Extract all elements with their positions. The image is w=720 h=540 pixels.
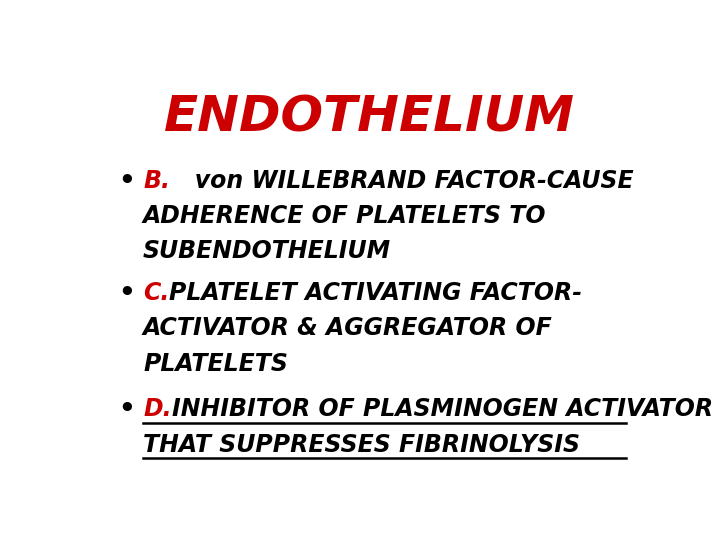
Text: PLATELET ACTIVATING FACTOR-: PLATELET ACTIVATING FACTOR- <box>169 281 582 305</box>
Text: INHIBITOR OF PLASMINOGEN ACTIVATOR: INHIBITOR OF PLASMINOGEN ACTIVATOR <box>171 397 713 421</box>
Text: SUBENDOTHELIUM: SUBENDOTHELIUM <box>143 239 391 264</box>
Text: •: • <box>118 281 135 307</box>
Text: THAT SUPPRESSES FIBRINOLYSIS: THAT SUPPRESSES FIBRINOLYSIS <box>143 433 580 457</box>
Text: C.: C. <box>143 281 169 305</box>
Text: •: • <box>118 397 135 423</box>
Text: von WILLEBRAND FACTOR-CAUSE: von WILLEBRAND FACTOR-CAUSE <box>170 168 634 193</box>
Text: •: • <box>118 168 135 195</box>
Text: ENDOTHELIUM: ENDOTHELIUM <box>163 94 575 142</box>
Text: ADHERENCE OF PLATELETS TO: ADHERENCE OF PLATELETS TO <box>143 204 546 228</box>
Text: ACTIVATOR & AGGREGATOR OF: ACTIVATOR & AGGREGATOR OF <box>143 316 553 340</box>
Text: PLATELETS: PLATELETS <box>143 352 288 376</box>
Text: B.: B. <box>143 168 170 193</box>
Text: D.: D. <box>143 397 171 421</box>
